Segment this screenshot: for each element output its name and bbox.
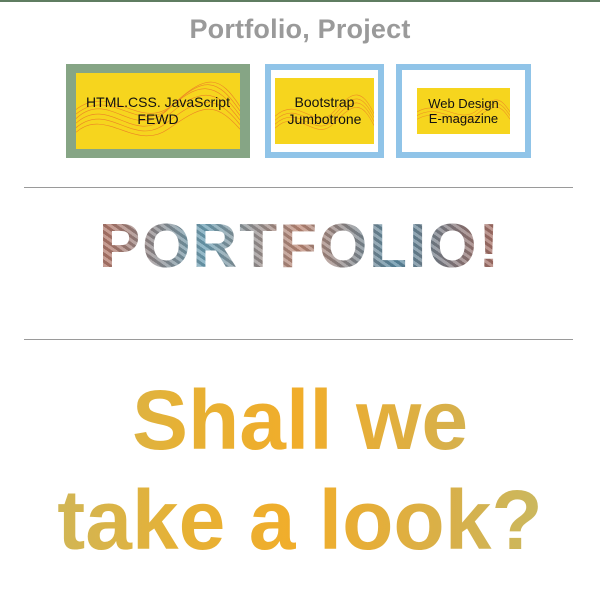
divider	[24, 339, 573, 340]
project-thumbnail: HTML.CSS. JavaScript FEWD	[76, 73, 240, 149]
project-label: Web Design E-magazine	[428, 96, 499, 126]
project-card-bootstrap[interactable]: Bootstrap Jumbotrone	[265, 64, 384, 158]
project-thumbnail: Web Design E-magazine	[417, 88, 510, 134]
wave-graphic	[417, 99, 510, 123]
project-thumbnail: Bootstrap Jumbotrone	[275, 78, 374, 144]
tagline-line-2: take a look?	[57, 473, 543, 567]
project-label: HTML.CSS. JavaScript FEWD	[86, 94, 230, 127]
portfolio-headline: PORTFOLIO!	[0, 212, 600, 282]
wave-graphic	[275, 94, 374, 130]
project-card-web-design[interactable]: Web Design E-magazine	[396, 64, 531, 158]
project-label: Bootstrap Jumbotrone	[287, 94, 362, 127]
tagline: Shall we take a look?	[0, 370, 600, 570]
top-accent-rule	[0, 0, 600, 2]
divider	[24, 187, 573, 188]
tagline-line-1: Shall we	[131, 373, 469, 467]
project-card-fewd[interactable]: HTML.CSS. JavaScript FEWD	[66, 64, 250, 158]
page-title: Portfolio, Project	[189, 14, 411, 44]
wave-graphic	[76, 81, 240, 137]
